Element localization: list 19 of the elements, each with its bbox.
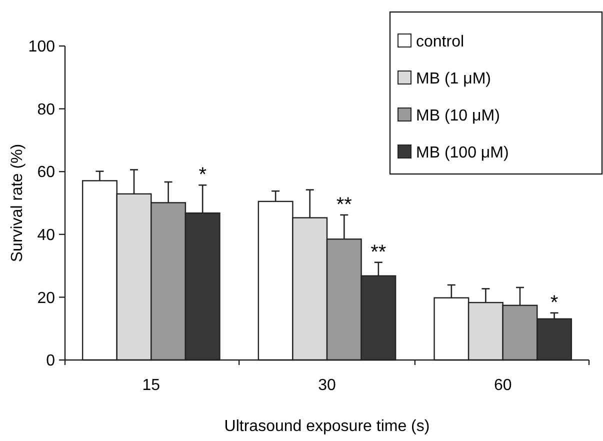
y-tick-label: 20 <box>37 290 56 307</box>
annotation: * <box>198 164 207 186</box>
y-tick-label: 80 <box>37 101 56 118</box>
legend-label: MB (100 μM) <box>416 144 509 162</box>
y-tick-label: 100 <box>28 38 56 56</box>
x-tick-label: 30 <box>318 377 336 394</box>
legend-label: MB (1 μM) <box>416 70 491 88</box>
annotation: * <box>550 292 558 314</box>
x-tick-label: 60 <box>494 377 512 394</box>
annotation: ** <box>336 194 352 216</box>
legend-label: MB (10 μM) <box>416 108 500 125</box>
y-tick-label: 0 <box>46 352 56 370</box>
legend-label: control <box>416 34 464 51</box>
x-axis-title: Ultrasound exposure time (s) <box>224 418 430 435</box>
y-tick-label: 60 <box>37 164 56 182</box>
annotation: ** <box>370 241 386 264</box>
y-axis-title: Survival rate (%) <box>9 144 26 262</box>
x-tick-label: 15 <box>142 377 160 394</box>
y-tick-label: 40 <box>37 227 56 244</box>
